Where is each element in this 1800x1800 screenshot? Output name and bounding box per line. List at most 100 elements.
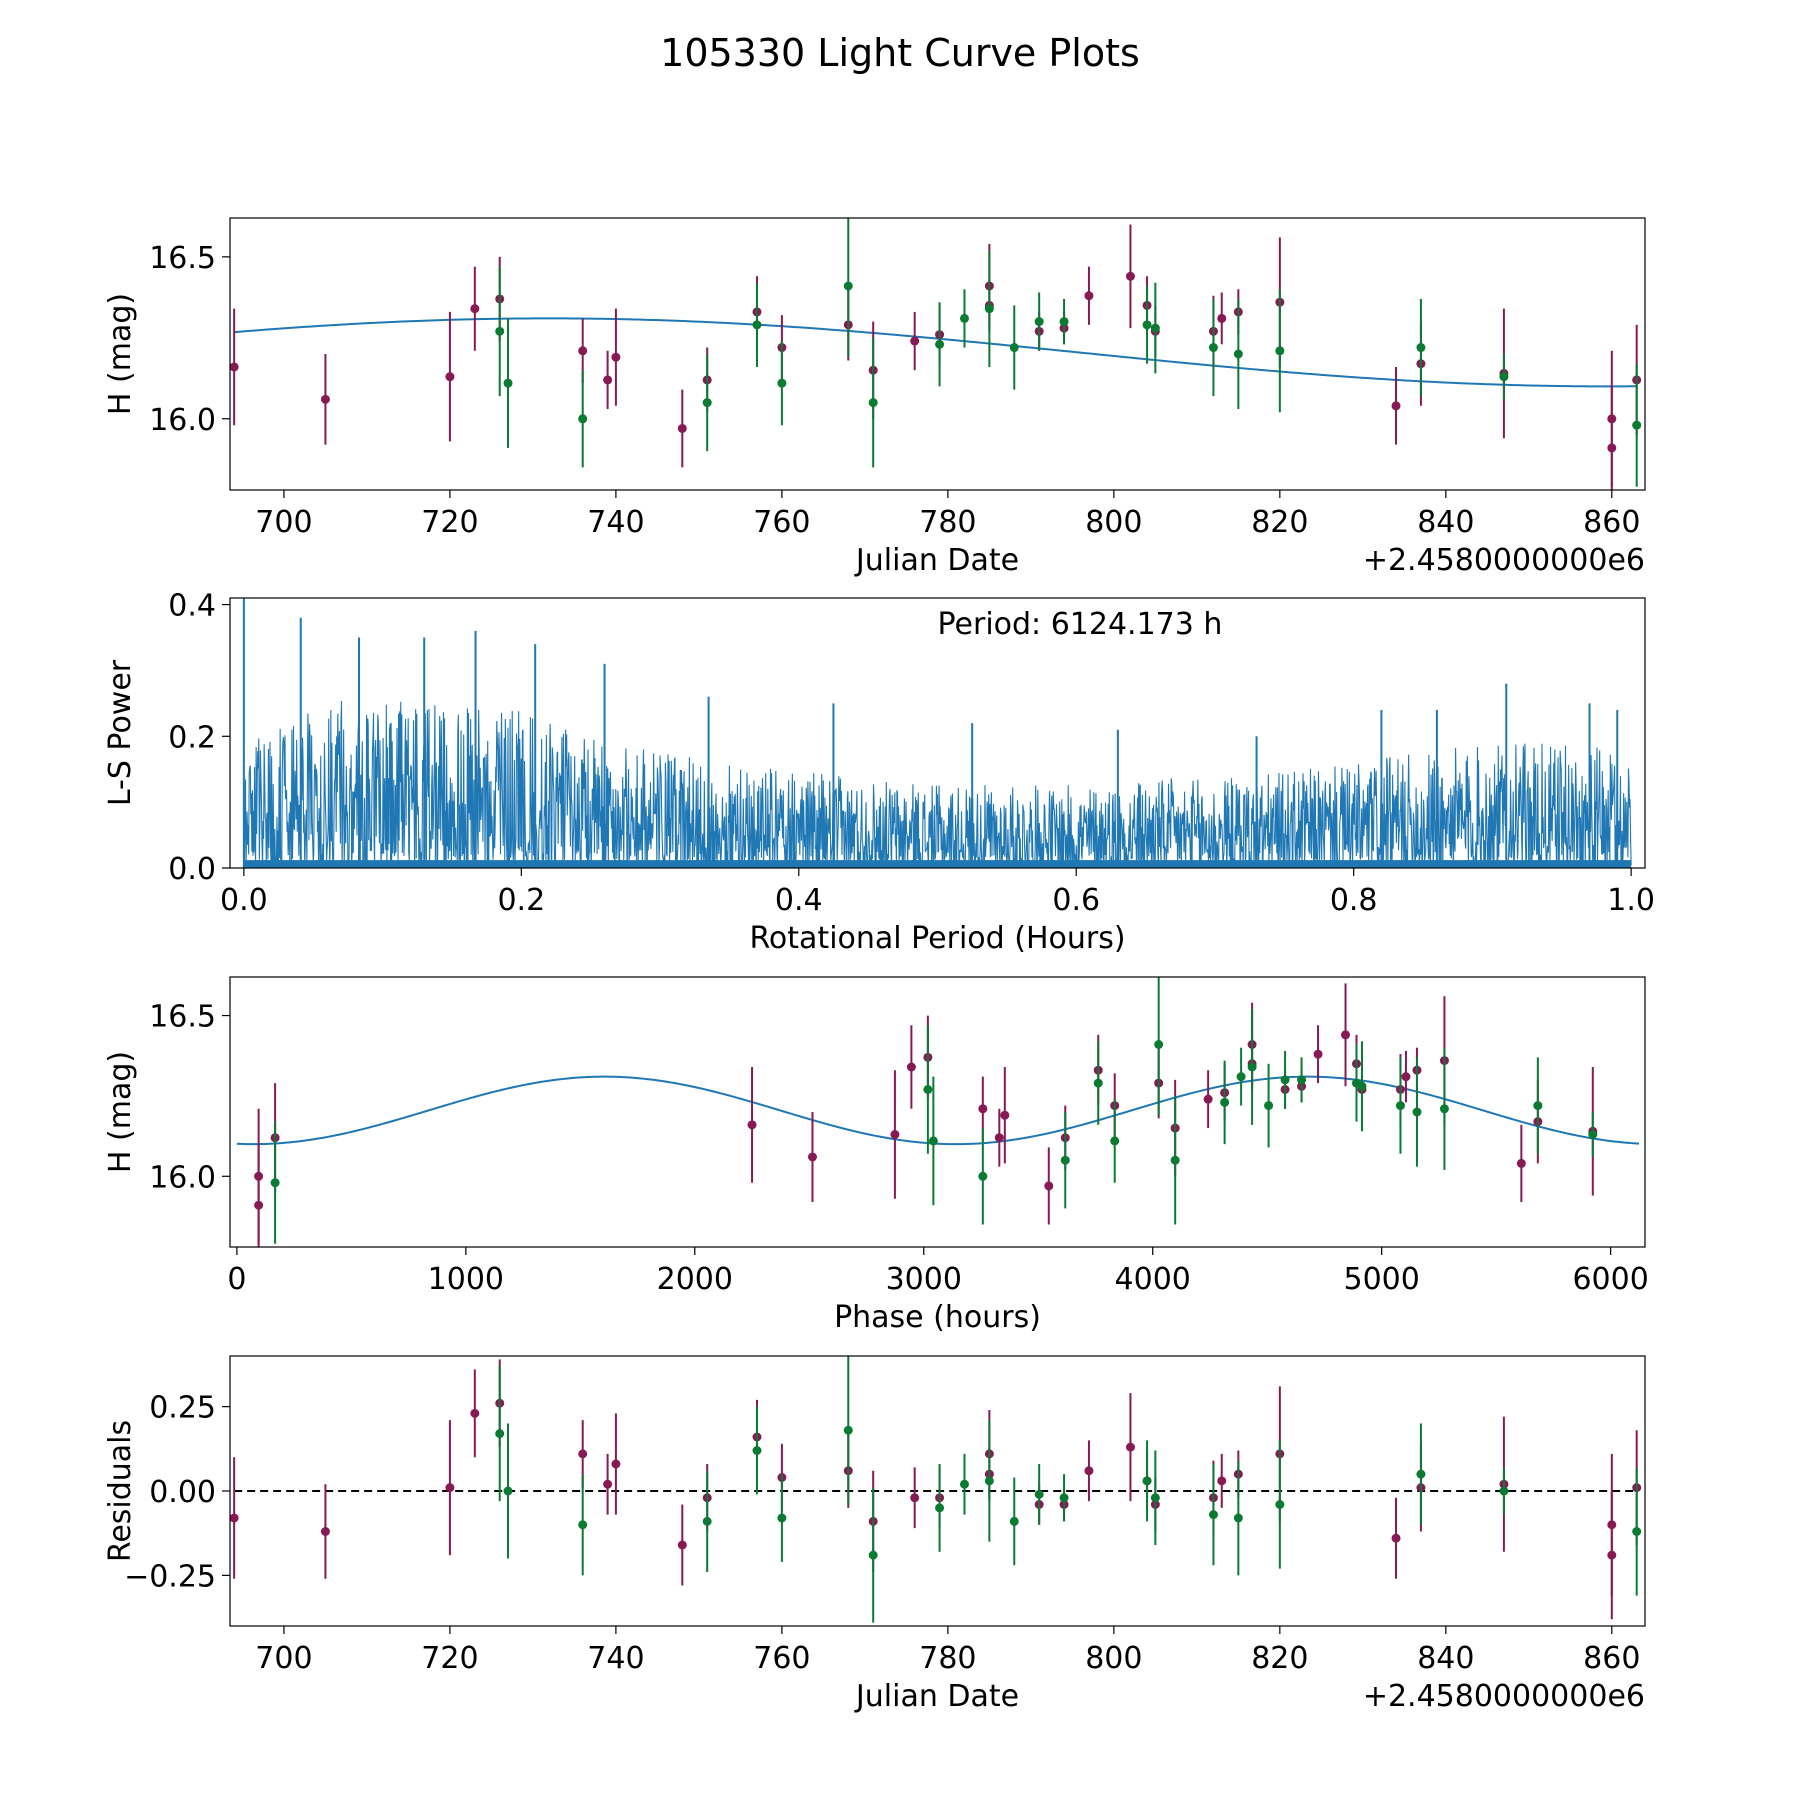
x-tick-label: 800	[1085, 505, 1142, 540]
data-point	[1313, 1049, 1323, 1059]
data-point	[1412, 1107, 1422, 1117]
data-point	[1632, 1527, 1642, 1536]
y-axis-label: H (mag)	[103, 293, 138, 415]
data-point	[1280, 1075, 1290, 1085]
data-point	[1000, 1110, 1010, 1120]
data-point	[677, 423, 687, 433]
x-tick-label: 0.8	[1330, 883, 1378, 918]
data-point	[1034, 317, 1044, 327]
x-tick-label: 2000	[657, 1262, 733, 1297]
x-axis-label: Julian Date	[854, 543, 1019, 578]
data-point	[445, 1483, 455, 1493]
data-point	[777, 1513, 787, 1523]
data-point	[1142, 1476, 1152, 1486]
data-point	[1154, 1040, 1164, 1049]
x-tick-label: 0.0	[220, 883, 268, 918]
data-point	[978, 1171, 988, 1181]
data-point	[230, 1513, 239, 1523]
data-point	[503, 1486, 513, 1496]
data-point	[1009, 343, 1019, 353]
data-point	[1607, 1550, 1617, 1560]
data-point	[923, 1085, 933, 1094]
fit-group	[234, 317, 1637, 388]
x-tick-label: 760	[753, 1641, 810, 1676]
data-point	[1233, 349, 1243, 359]
data-point	[677, 1540, 687, 1550]
y-tick-label: 0.00	[149, 1475, 216, 1510]
x-tick-label: 720	[421, 1641, 478, 1676]
data-point	[1203, 1094, 1213, 1104]
data-point	[1499, 1486, 1509, 1496]
data-point	[702, 1516, 712, 1526]
data-point	[1499, 372, 1509, 382]
y-tick-label: 16.0	[149, 403, 216, 438]
y-tick-label: 16.5	[149, 241, 216, 276]
data-point	[1297, 1075, 1307, 1085]
data-point	[1391, 401, 1401, 411]
data-point	[978, 1104, 988, 1114]
data-point	[1607, 443, 1617, 453]
data-point	[1208, 343, 1218, 353]
axes-frame	[229, 217, 1646, 491]
data-point	[959, 313, 969, 323]
data-point	[910, 336, 920, 346]
y-axis-label: Residuals	[103, 1420, 138, 1562]
data-point	[1009, 1516, 1019, 1526]
x-tick-label: 860	[1583, 1641, 1640, 1676]
data-point	[1275, 346, 1285, 356]
y-axis-label: L-S Power	[103, 659, 138, 806]
data-point	[1416, 343, 1426, 353]
data-point	[1060, 1155, 1070, 1165]
data-point	[702, 398, 712, 408]
data-point	[994, 1133, 1004, 1143]
data-point	[868, 398, 878, 408]
data-point	[611, 1459, 621, 1469]
data-point	[1632, 420, 1642, 430]
axes-frame	[229, 597, 1646, 869]
x-tick-label: 820	[1251, 505, 1308, 540]
phased-panel: 0 1000 2000 3000 4000 5000 6000 16.0 16.5 Phase (…	[103, 976, 1649, 1335]
data-point	[1084, 291, 1094, 301]
data-point	[935, 1503, 945, 1513]
data-point	[1439, 1104, 1449, 1114]
x-tick-label: 6000	[1572, 1262, 1648, 1297]
data-point	[984, 304, 994, 314]
data-point	[1416, 1469, 1426, 1479]
data-point	[578, 1520, 588, 1530]
data-points-group	[230, 218, 1642, 490]
fit-curve-line	[236, 1075, 1640, 1146]
x-tick-label: 0.2	[497, 883, 545, 918]
data-point	[1357, 1081, 1367, 1091]
axes-frame	[229, 1355, 1646, 1627]
power-spectrum-base	[243, 860, 1632, 868]
data-point	[320, 394, 330, 404]
spectrum-group	[242, 598, 1632, 868]
fit-group	[236, 1075, 1640, 1146]
power-spectrum-line	[243, 700, 1632, 868]
x-tick-label: 5000	[1344, 1262, 1420, 1297]
data-point	[777, 378, 787, 388]
x-offset-text: +2.4580000000e6	[1363, 1679, 1645, 1714]
data-point	[935, 339, 945, 349]
x-tick-label: 800	[1085, 1641, 1142, 1676]
data-point	[320, 1527, 330, 1536]
data-point	[1401, 1072, 1411, 1082]
x-tick-label: 780	[919, 1641, 976, 1676]
data-point	[843, 281, 853, 291]
x-tick-label: 840	[1417, 505, 1474, 540]
data-point	[1391, 1533, 1401, 1543]
x-offset-text: +2.4580000000e6	[1363, 543, 1645, 578]
x-axis-label: Phase (hours)	[834, 1300, 1041, 1335]
data-point	[906, 1062, 916, 1072]
data-point	[578, 1449, 588, 1459]
lightcurve-panel: 700 720 740 760 780 800 820 840 860 16.0 16.5 Julia…	[103, 217, 1646, 578]
data-point	[1516, 1158, 1526, 1168]
x-tick-label: 0.4	[775, 883, 823, 918]
x-tick-label: 3000	[886, 1262, 962, 1297]
y-axis-label: H (mag)	[103, 1051, 138, 1173]
data-point	[868, 1550, 878, 1560]
data-point	[495, 1429, 505, 1439]
residuals-panel: 700 720 740 760 780 800 820 840 860 0.25 0.00 −0.25…	[103, 1355, 1646, 1714]
x-tick-label: 1000	[428, 1262, 504, 1297]
data-point	[230, 362, 239, 372]
